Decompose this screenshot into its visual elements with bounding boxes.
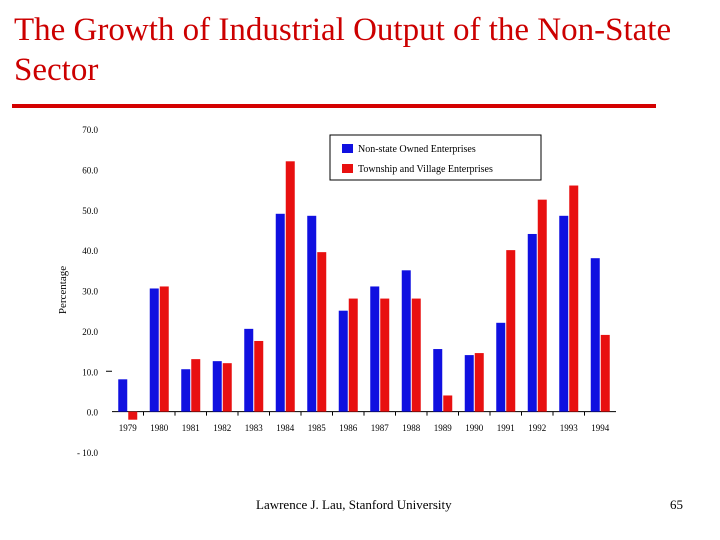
bar-non-state-1984 [275,213,285,412]
x-tick-label: 1984 [276,423,295,433]
bar-township-1979 [128,411,138,420]
bar-non-state-1991 [496,322,506,412]
bar-non-state-1986 [338,310,348,412]
bar-township-1988 [411,298,421,412]
bar-township-1989 [443,395,453,412]
x-tick-label: 1980 [150,423,169,433]
x-tick-label: 1987 [371,423,390,433]
x-tick-label: 1988 [402,423,421,433]
y-tick-label: 20.0 [82,327,98,337]
bar-township-1993 [569,185,579,412]
bar-township-1991 [506,250,516,412]
bar-township-1981 [191,359,201,412]
slide-title: The Growth of Industrial Output of the N… [14,12,672,88]
x-tick-label: 1981 [182,423,200,433]
bar-non-state-1983 [244,328,254,412]
x-tick-label: 1983 [245,423,264,433]
bar-township-1984 [285,161,295,412]
legend-label: Township and Village Enterprises [358,164,493,175]
legend-swatch [342,164,353,173]
bar-non-state-1989 [433,349,443,412]
y-tick-label: - 10.0 [77,448,98,458]
legend-swatch [342,144,353,153]
x-tick-label: 1992 [528,423,546,433]
bar-non-state-1993 [559,215,569,412]
bar-non-state-1987 [370,286,380,412]
bar-township-1985 [317,252,327,412]
y-tick-label: 30.0 [82,287,98,297]
x-tick-label: 1979 [119,423,138,433]
bar-township-1987 [380,298,390,412]
bar-township-1990 [474,353,484,412]
bar-township-1992 [537,199,547,412]
bar-township-1982 [222,363,232,412]
bar-township-1980 [159,286,169,412]
x-tick-label: 1990 [465,423,484,433]
legend-box [329,134,542,181]
y-tick-label: 0.0 [87,408,99,418]
bar-non-state-1979 [118,379,128,412]
y-tick-label: 40.0 [82,246,98,256]
y-tick-label: 60.0 [82,165,98,175]
bar-township-1986 [348,298,358,412]
page-number: 65 [670,497,683,512]
bar-non-state-1994 [590,258,600,412]
y-axis-label: Percentage [57,266,69,314]
x-tick-label: 1989 [434,423,453,433]
x-tick-label: 1986 [339,423,358,433]
y-tick-label: 50.0 [82,206,98,216]
bar-township-1983 [254,340,264,412]
bar-non-state-1992 [527,233,537,412]
x-tick-label: 1994 [591,423,610,433]
y-tick-label: 10.0 [82,367,98,377]
bar-non-state-1981 [181,369,191,412]
x-tick-label: 1982 [213,423,231,433]
title-underline [12,104,656,108]
bar-non-state-1988 [401,270,411,412]
bar-non-state-1985 [307,215,317,412]
bar-non-state-1990 [464,355,474,412]
bar-non-state-1980 [149,288,159,412]
x-tick-label: 1991 [497,423,515,433]
bar-non-state-1982 [212,361,222,412]
footer-credit: Lawrence J. Lau, Stanford University [256,497,452,512]
y-tick-label: 70.0 [82,125,98,135]
bar-township-1994 [600,334,610,412]
x-tick-label: 1985 [308,423,327,433]
x-tick-label: 1993 [560,423,579,433]
legend-label: Non-state Owned Enterprises [358,144,476,155]
